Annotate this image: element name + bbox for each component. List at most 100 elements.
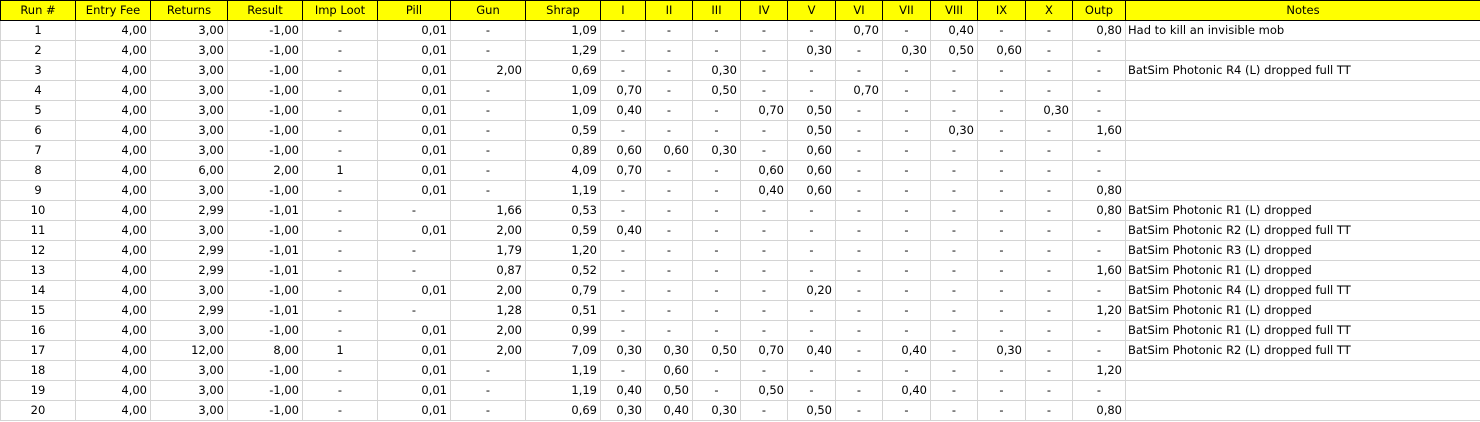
cell-x[interactable]: - bbox=[1025, 380, 1073, 401]
column-header-shrap[interactable]: Shrap bbox=[525, 0, 601, 21]
cell-viii[interactable]: - bbox=[930, 220, 978, 241]
cell-result[interactable]: -1,00 bbox=[227, 360, 303, 381]
cell-x[interactable]: - bbox=[1025, 220, 1073, 241]
cell-iii[interactable]: - bbox=[692, 320, 741, 341]
cell-x[interactable]: - bbox=[1025, 280, 1073, 301]
cell-pill[interactable]: - bbox=[377, 300, 451, 321]
cell-returns[interactable]: 3,00 bbox=[150, 400, 228, 421]
cell-vii[interactable]: - bbox=[882, 180, 931, 201]
cell-ii[interactable]: - bbox=[645, 120, 693, 141]
cell-ii[interactable]: - bbox=[645, 220, 693, 241]
cell-v[interactable]: 0,60 bbox=[787, 160, 836, 181]
cell-returns[interactable]: 3,00 bbox=[150, 280, 228, 301]
cell-entry-fee[interactable]: 4,00 bbox=[75, 240, 151, 261]
cell-run[interactable]: 19 bbox=[0, 380, 76, 401]
cell-ix[interactable]: 0,30 bbox=[977, 340, 1026, 361]
cell-vi[interactable]: - bbox=[835, 220, 883, 241]
cell-returns[interactable]: 3,00 bbox=[150, 220, 228, 241]
cell-outp[interactable]: 1,20 bbox=[1072, 360, 1126, 381]
cell-vii[interactable]: - bbox=[882, 160, 931, 181]
cell-gun[interactable]: - bbox=[450, 100, 526, 121]
cell-viii[interactable]: - bbox=[930, 80, 978, 101]
cell-shrap[interactable]: 1,19 bbox=[525, 380, 601, 401]
cell-x[interactable]: - bbox=[1025, 140, 1073, 161]
cell-gun[interactable]: - bbox=[450, 40, 526, 61]
cell-pill[interactable]: 0,01 bbox=[377, 320, 451, 341]
cell-entry-fee[interactable]: 4,00 bbox=[75, 140, 151, 161]
column-header-returns[interactable]: Returns bbox=[150, 0, 228, 21]
cell-run[interactable]: 12 bbox=[0, 240, 76, 261]
cell-outp[interactable]: - bbox=[1072, 60, 1126, 81]
column-header-i[interactable]: I bbox=[600, 0, 646, 21]
cell-vi[interactable]: - bbox=[835, 60, 883, 81]
cell-i[interactable]: - bbox=[600, 300, 646, 321]
cell-ii[interactable]: - bbox=[645, 280, 693, 301]
cell-v[interactable]: - bbox=[787, 200, 836, 221]
cell-imp-loot[interactable]: - bbox=[302, 100, 378, 121]
cell-i[interactable]: - bbox=[600, 280, 646, 301]
cell-iii[interactable]: 0,50 bbox=[692, 340, 741, 361]
cell-notes[interactable] bbox=[1125, 140, 1480, 161]
cell-viii[interactable]: - bbox=[930, 400, 978, 421]
cell-imp-loot[interactable]: - bbox=[302, 360, 378, 381]
cell-vii[interactable]: - bbox=[882, 280, 931, 301]
cell-v[interactable]: - bbox=[787, 240, 836, 261]
cell-imp-loot[interactable]: - bbox=[302, 80, 378, 101]
cell-imp-loot[interactable]: - bbox=[302, 60, 378, 81]
cell-ii[interactable]: - bbox=[645, 100, 693, 121]
cell-iii[interactable]: - bbox=[692, 20, 741, 41]
cell-viii[interactable]: - bbox=[930, 200, 978, 221]
cell-ix[interactable]: - bbox=[977, 120, 1026, 141]
cell-imp-loot[interactable]: - bbox=[302, 260, 378, 281]
cell-run[interactable]: 8 bbox=[0, 160, 76, 181]
cell-run[interactable]: 20 bbox=[0, 400, 76, 421]
cell-returns[interactable]: 2,99 bbox=[150, 200, 228, 221]
cell-notes[interactable]: BatSim Photonic R1 (L) dropped bbox=[1125, 300, 1480, 321]
cell-result[interactable]: -1,00 bbox=[227, 80, 303, 101]
cell-result[interactable]: -1,00 bbox=[227, 40, 303, 61]
cell-imp-loot[interactable]: - bbox=[302, 240, 378, 261]
column-header-iii[interactable]: III bbox=[692, 0, 741, 21]
cell-viii[interactable]: - bbox=[930, 100, 978, 121]
cell-run[interactable]: 10 bbox=[0, 200, 76, 221]
cell-ii[interactable]: 0,50 bbox=[645, 380, 693, 401]
cell-i[interactable]: - bbox=[600, 120, 646, 141]
cell-shrap[interactable]: 0,89 bbox=[525, 140, 601, 161]
cell-entry-fee[interactable]: 4,00 bbox=[75, 60, 151, 81]
cell-i[interactable]: 0,70 bbox=[600, 80, 646, 101]
cell-run[interactable]: 14 bbox=[0, 280, 76, 301]
column-header-ii[interactable]: II bbox=[645, 0, 693, 21]
cell-notes[interactable]: BatSim Photonic R3 (L) dropped bbox=[1125, 240, 1480, 261]
cell-notes[interactable]: BatSim Photonic R4 (L) dropped full TT bbox=[1125, 60, 1480, 81]
cell-vi[interactable]: - bbox=[835, 280, 883, 301]
cell-ii[interactable]: - bbox=[645, 80, 693, 101]
cell-vi[interactable]: - bbox=[835, 180, 883, 201]
column-header-vi[interactable]: VI bbox=[835, 0, 883, 21]
cell-iii[interactable]: - bbox=[692, 160, 741, 181]
cell-pill[interactable]: 0,01 bbox=[377, 20, 451, 41]
cell-ii[interactable]: 0,60 bbox=[645, 360, 693, 381]
cell-v[interactable]: 0,40 bbox=[787, 340, 836, 361]
cell-i[interactable]: - bbox=[600, 180, 646, 201]
cell-vi[interactable]: - bbox=[835, 320, 883, 341]
cell-i[interactable]: - bbox=[600, 40, 646, 61]
cell-pill[interactable]: 0,01 bbox=[377, 40, 451, 61]
cell-imp-loot[interactable]: 1 bbox=[302, 160, 378, 181]
cell-shrap[interactable]: 1,19 bbox=[525, 180, 601, 201]
cell-returns[interactable]: 12,00 bbox=[150, 340, 228, 361]
cell-vii[interactable]: 0,30 bbox=[882, 40, 931, 61]
cell-i[interactable]: - bbox=[600, 240, 646, 261]
cell-gun[interactable]: 2,00 bbox=[450, 280, 526, 301]
cell-returns[interactable]: 3,00 bbox=[150, 360, 228, 381]
cell-viii[interactable]: - bbox=[930, 340, 978, 361]
cell-iii[interactable]: 0,30 bbox=[692, 400, 741, 421]
cell-i[interactable]: - bbox=[600, 360, 646, 381]
cell-i[interactable]: 0,40 bbox=[600, 380, 646, 401]
cell-iv[interactable]: - bbox=[740, 360, 788, 381]
cell-viii[interactable]: 0,40 bbox=[930, 20, 978, 41]
cell-iv[interactable]: - bbox=[740, 220, 788, 241]
cell-ix[interactable]: - bbox=[977, 80, 1026, 101]
cell-x[interactable]: - bbox=[1025, 160, 1073, 181]
cell-x[interactable]: - bbox=[1025, 360, 1073, 381]
cell-notes[interactable] bbox=[1125, 120, 1480, 141]
